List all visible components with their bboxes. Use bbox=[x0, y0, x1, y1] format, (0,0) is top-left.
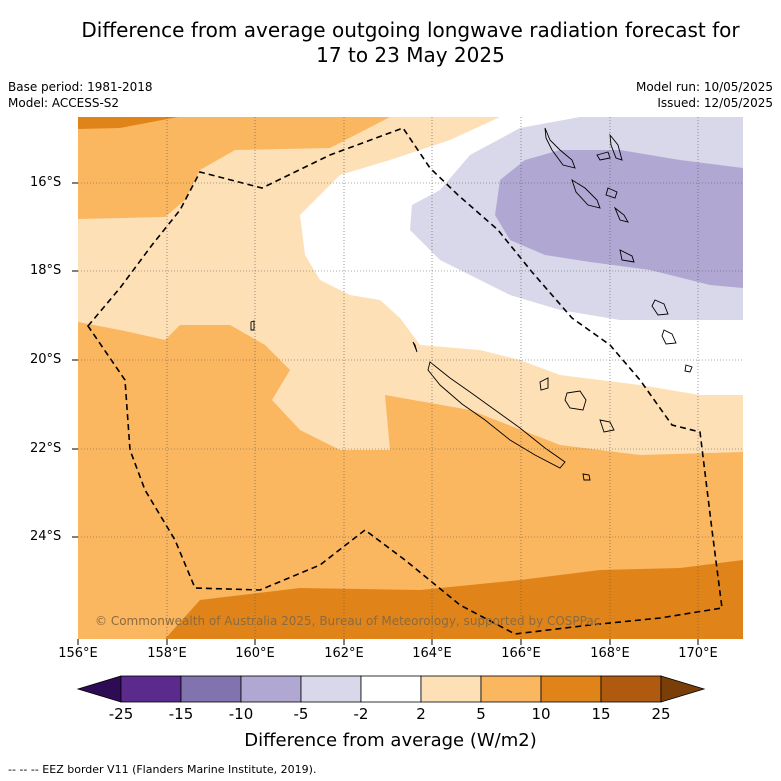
axis-ticks bbox=[72, 182, 699, 645]
lon-label: 160°E bbox=[235, 646, 275, 661]
issued-date: Issued: 12/05/2025 bbox=[657, 96, 773, 110]
meta-left: Base period: 1981-2018 Model: ACCESS-S2 bbox=[8, 79, 153, 111]
colorbar-swatch bbox=[480, 675, 542, 703]
model-name: Model: ACCESS-S2 bbox=[8, 96, 120, 110]
eez-border bbox=[86, 127, 723, 635]
meta-right: Model run: 10/05/2025 Issued: 12/05/2025 bbox=[636, 79, 773, 111]
coastlines bbox=[250, 127, 693, 481]
colorbar-tick: 2 bbox=[416, 705, 426, 723]
lon-label: 158°E bbox=[147, 646, 187, 661]
lat-label: 22°S bbox=[30, 441, 62, 456]
map-title: Difference from average outgoing longwav… bbox=[81, 18, 740, 67]
model-run: Model run: 10/05/2025 bbox=[635, 80, 773, 94]
colorbar-swatch bbox=[420, 675, 482, 703]
lat-label: 24°S bbox=[30, 529, 62, 544]
anomaly-minus-5-10-region bbox=[495, 150, 743, 288]
colorbar-swatch bbox=[240, 675, 302, 703]
lon-label: 166°E bbox=[501, 646, 541, 661]
colorbar-swatch bbox=[300, 675, 362, 703]
colorbar-tick: 10 bbox=[531, 705, 551, 723]
colorbar-swatch bbox=[120, 675, 182, 703]
colorbar-tick: 5 bbox=[476, 705, 486, 723]
graticule bbox=[78, 117, 743, 639]
lon-label: 170°E bbox=[678, 646, 718, 661]
colorbar-tick: -10 bbox=[228, 705, 254, 723]
colorbar-extend-high bbox=[660, 675, 706, 703]
lon-label: 164°E bbox=[412, 646, 452, 661]
colorbar-swatch bbox=[540, 675, 602, 703]
base-period: Base period: 1981-2018 bbox=[8, 80, 153, 94]
lon-label: 156°E bbox=[58, 646, 98, 661]
colorbar-extend-low bbox=[76, 675, 122, 703]
colorbar-tick: -5 bbox=[293, 705, 309, 723]
lon-label: 168°E bbox=[590, 646, 630, 661]
colorbar-tick: -2 bbox=[353, 705, 369, 723]
lon-label: 162°E bbox=[324, 646, 364, 661]
colorbar bbox=[76, 675, 706, 703]
colorbar-tick: 15 bbox=[591, 705, 611, 723]
colorbar-title: Difference from average (W/m2) bbox=[244, 730, 537, 751]
copyright-notice: © Commonwealth of Australia 2025, Bureau… bbox=[95, 614, 601, 628]
colorbar-tick: 25 bbox=[651, 705, 671, 723]
lat-label: 18°S bbox=[30, 263, 62, 278]
colorbar-tick: -25 bbox=[108, 705, 134, 723]
anomaly-10-15-region-south bbox=[165, 560, 743, 639]
colorbar-tick: -15 bbox=[168, 705, 194, 723]
anomaly-10-15-region-north bbox=[78, 117, 178, 129]
lat-label: 20°S bbox=[30, 352, 62, 367]
lat-label: 16°S bbox=[30, 175, 62, 190]
colorbar-swatch bbox=[180, 675, 242, 703]
eez-legend-note: -- -- -- EEZ border V11 (Flanders Marine… bbox=[8, 763, 317, 776]
colorbar-swatch bbox=[360, 675, 422, 703]
colorbar-swatch bbox=[600, 675, 662, 703]
